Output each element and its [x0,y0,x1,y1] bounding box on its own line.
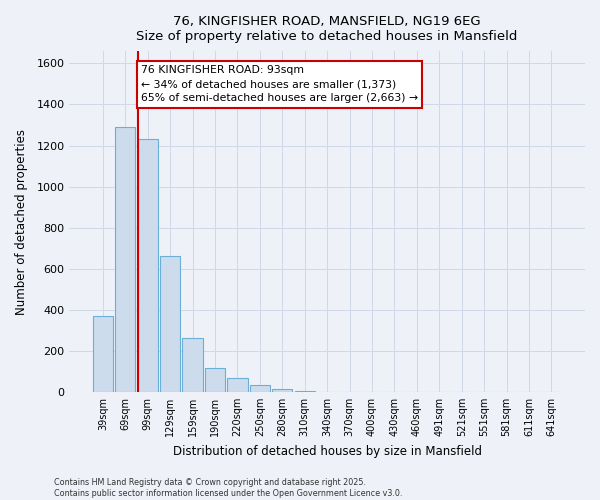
Title: 76, KINGFISHER ROAD, MANSFIELD, NG19 6EG
Size of property relative to detached h: 76, KINGFISHER ROAD, MANSFIELD, NG19 6EG… [136,15,518,43]
Bar [272,389,292,392]
Bar [205,368,225,392]
Bar [227,378,248,392]
Bar [160,256,180,392]
Bar [182,338,203,392]
Text: 76 KINGFISHER ROAD: 93sqm
← 34% of detached houses are smaller (1,373)
65% of se: 76 KINGFISHER ROAD: 93sqm ← 34% of detac… [141,66,418,104]
Text: Contains HM Land Registry data © Crown copyright and database right 2025.
Contai: Contains HM Land Registry data © Crown c… [54,478,403,498]
Bar [93,316,113,392]
X-axis label: Distribution of detached houses by size in Mansfield: Distribution of detached houses by size … [173,444,482,458]
Bar [115,127,136,392]
Y-axis label: Number of detached properties: Number of detached properties [15,128,28,314]
Bar [250,384,270,392]
Bar [295,391,315,392]
Bar [137,140,158,392]
